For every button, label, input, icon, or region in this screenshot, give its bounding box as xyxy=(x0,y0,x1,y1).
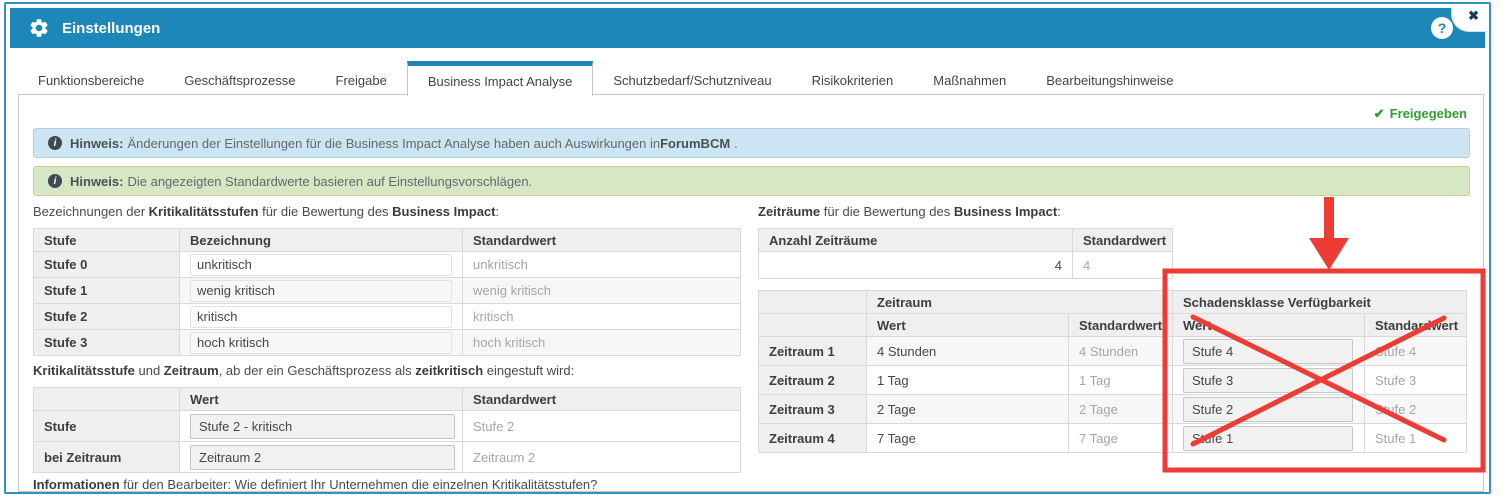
tab-bar: Funktionsbereiche Geschäftsprozesse Frei… xyxy=(18,61,1193,96)
schadensklasse-input-3[interactable] xyxy=(1183,396,1353,422)
table-row: Stufe 3 hoch kritisch xyxy=(33,329,741,356)
tab-geschaeftsprozesse[interactable]: Geschäftsprozesse xyxy=(184,73,296,88)
tab-schutzbedarf[interactable]: Schutzbedarf/Schutzniveau xyxy=(613,73,772,88)
table-row: Stufe 1 wenig kritisch xyxy=(33,277,741,304)
zeitraum-select[interactable] xyxy=(190,444,455,470)
bezeichnung-input-stufe3[interactable] xyxy=(190,331,452,354)
tab-funktionsbereiche[interactable]: Funktionsbereiche xyxy=(38,73,145,88)
table-row: bei Zeitraum Zeitraum 2 xyxy=(33,441,741,473)
time-critical-table: Wert Standardwert Stufe Stufe 2 bei Zeit… xyxy=(33,387,741,473)
threshold-table-caption: Kritikalitätsstufe und Zeitraum, ab der … xyxy=(33,363,575,378)
period-value: 2 Tage xyxy=(866,394,1069,424)
status-badge: ✔ Freigegeben xyxy=(1373,106,1467,121)
tab-business-impact-analyse[interactable]: Business Impact Analyse xyxy=(406,61,594,96)
table-row: Stufe Stufe 2 xyxy=(33,410,741,442)
crit-table-caption: Bezeichnungen der Kritikalitätsstufen fü… xyxy=(33,204,500,219)
tab-risikokriterien[interactable]: Risikokriterien xyxy=(811,73,894,88)
period-value: 7 Tage xyxy=(866,423,1069,453)
group-header-schadensklasse: Schadensklasse Verfügbarkeit xyxy=(1172,290,1467,314)
banner-standardwerte: i Hinweis: Die angezeigten Standardwerte… xyxy=(33,166,1470,196)
banner-bold: Hinweis: xyxy=(70,173,124,189)
default-value: Stufe 2 xyxy=(462,410,741,442)
periods-table: Zeitraum Schadensklasse Verfügbarkeit We… xyxy=(758,290,1467,453)
gear-icon xyxy=(30,19,48,37)
default-value: wenig kritisch xyxy=(462,277,741,304)
default-value: 2 Tage xyxy=(1068,394,1173,424)
tab-massnahmen[interactable]: Maßnahmen xyxy=(933,73,1007,88)
default-value: Stufe 3 xyxy=(1364,365,1467,395)
table-row: Zeitraum 1 4 Stunden 4 Stunden Stufe 4 xyxy=(758,336,1467,366)
table-row: Stufe 0 unkritisch xyxy=(33,251,741,278)
periods-caption: Zeiträume für die Bewertung des Business… xyxy=(758,204,1061,219)
stufe-select[interactable] xyxy=(190,413,455,439)
page-title: Einstellungen xyxy=(62,19,161,37)
crit-levels-table: Stufe Bezeichnung Standardwert Stufe 0 u… xyxy=(33,228,741,356)
check-icon: ✔ xyxy=(1373,106,1385,121)
group-header-zeitraum: Zeitraum xyxy=(866,290,1173,314)
close-icon[interactable]: ✖ xyxy=(1468,8,1479,23)
default-value: Stufe 2 xyxy=(1364,394,1467,424)
period-count-table: Anzahl Zeiträume Standardwert 4 4 xyxy=(758,228,1173,279)
editor-info-text: Informationen für den Bearbeiter: Wie de… xyxy=(33,477,598,492)
default-value: hoch kritisch xyxy=(462,329,741,356)
default-value: 7 Tage xyxy=(1068,423,1173,453)
table-row: 4 4 xyxy=(758,251,1173,279)
tab-bearbeitungshinweise[interactable]: Bearbeitungshinweise xyxy=(1046,73,1174,88)
table-row: Zeitraum 4 7 Tage 7 Tage Stufe 1 xyxy=(758,423,1467,453)
table-row: Stufe 2 kritisch xyxy=(33,303,741,330)
table-row: Zeitraum 2 1 Tag 1 Tag Stufe 3 xyxy=(758,365,1467,395)
bezeichnung-input-stufe1[interactable] xyxy=(190,279,452,302)
close-notch: ✖ xyxy=(1451,6,1487,32)
tab-freigabe[interactable]: Freigabe xyxy=(335,73,387,88)
title-bar: Einstellungen ? ✖ xyxy=(10,6,1487,48)
table-header-row: Anzahl Zeiträume Standardwert xyxy=(758,228,1173,252)
default-value: kritisch xyxy=(462,303,741,330)
schadensklasse-input-1[interactable] xyxy=(1183,338,1353,364)
help-button[interactable]: ? xyxy=(1431,17,1453,39)
period-value: 4 Stunden xyxy=(866,336,1069,366)
info-icon: i xyxy=(48,174,62,188)
default-value: Stufe 1 xyxy=(1364,423,1467,453)
period-count-value[interactable]: 4 xyxy=(758,251,1073,279)
table-header-row: Wert Standardwert xyxy=(33,387,741,411)
default-value: Zeitraum 2 xyxy=(462,441,741,473)
table-subheader-row: Wert Standardwert Wert Standardwert xyxy=(758,313,1467,337)
default-value: 1 Tag xyxy=(1068,365,1173,395)
table-row: Zeitraum 3 2 Tage 2 Tage Stufe 2 xyxy=(758,394,1467,424)
default-value: 4 xyxy=(1072,251,1173,279)
bezeichnung-input-stufe0[interactable] xyxy=(190,253,452,276)
period-value: 1 Tag xyxy=(866,365,1069,395)
default-value: Stufe 4 xyxy=(1364,336,1467,366)
banner-bold: Hinweis: xyxy=(70,135,124,151)
schadensklasse-input-2[interactable] xyxy=(1183,367,1353,393)
default-value: 4 Stunden xyxy=(1068,336,1173,366)
default-value: unkritisch xyxy=(462,251,741,278)
banner-info-forumbcm: i Hinweis: Änderungen der Einstellungen … xyxy=(33,128,1470,158)
table-group-header-row: Zeitraum Schadensklasse Verfügbarkeit xyxy=(758,290,1467,314)
info-icon: i xyxy=(48,136,62,150)
schadensklasse-input-4[interactable] xyxy=(1183,425,1353,451)
table-header-row: Stufe Bezeichnung Standardwert xyxy=(33,228,741,252)
bezeichnung-input-stufe2[interactable] xyxy=(190,305,452,328)
